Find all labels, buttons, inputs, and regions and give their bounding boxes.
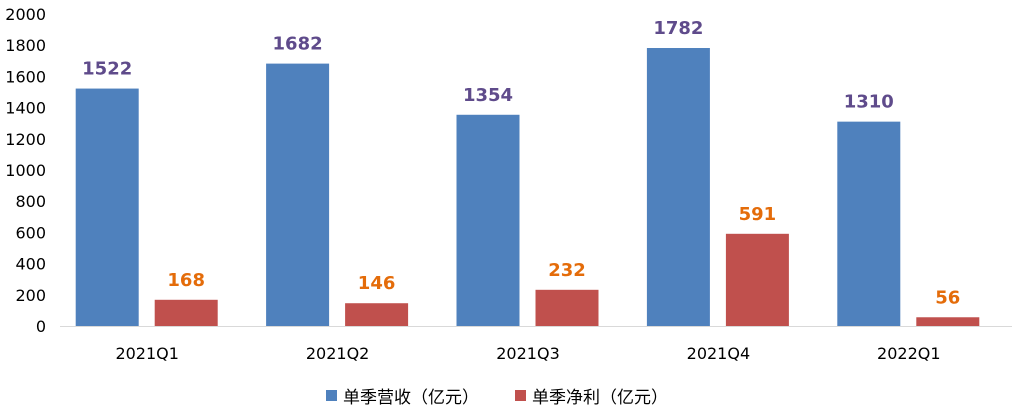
x-tick-label: 2021Q1 bbox=[115, 344, 179, 363]
bar-revenue bbox=[837, 121, 901, 326]
legend-item-revenue: 单季营收（亿元） bbox=[326, 383, 479, 408]
legend-swatch-revenue bbox=[326, 390, 337, 401]
bar-profit bbox=[154, 299, 218, 326]
bar-profit bbox=[725, 233, 789, 326]
y-tick-label: 400 bbox=[15, 255, 46, 274]
y-tick-label: 2000 bbox=[5, 5, 46, 24]
data-label-revenue: 1682 bbox=[273, 34, 323, 55]
data-label-revenue: 1782 bbox=[653, 18, 703, 39]
bar-revenue bbox=[456, 114, 520, 326]
y-tick-label: 600 bbox=[15, 223, 46, 242]
data-label-revenue: 1354 bbox=[463, 85, 513, 106]
legend-swatch-profit bbox=[515, 390, 526, 401]
legend: 单季营收（亿元） 单季净利（亿元） bbox=[326, 383, 704, 408]
bar-profit bbox=[345, 303, 409, 326]
x-tick-label: 2022Q1 bbox=[877, 344, 941, 363]
bar-revenue bbox=[266, 63, 330, 326]
bar-profit bbox=[535, 289, 599, 326]
data-label-profit: 591 bbox=[739, 204, 777, 225]
data-labels: 1522 1682 1354 1782 1310 168 146 232 591 56 bbox=[82, 18, 960, 308]
y-tick-label: 1400 bbox=[5, 99, 46, 118]
data-label-profit: 56 bbox=[935, 287, 960, 308]
x-tick-label: 2021Q4 bbox=[687, 344, 751, 363]
bars bbox=[75, 48, 980, 327]
y-tick-label: 0 bbox=[36, 317, 46, 336]
legend-label-profit: 单季净利（亿元） bbox=[532, 388, 668, 408]
y-tick-label: 200 bbox=[15, 286, 46, 305]
data-label-revenue: 1522 bbox=[82, 59, 132, 80]
data-label-profit: 168 bbox=[167, 270, 205, 291]
y-tick-label: 1600 bbox=[5, 67, 46, 86]
legend-label-revenue: 单季营收（亿元） bbox=[343, 388, 479, 408]
bar-revenue bbox=[646, 48, 710, 327]
data-label-revenue: 1310 bbox=[844, 92, 894, 113]
data-label-profit: 146 bbox=[358, 273, 396, 294]
legend-item-profit: 单季净利（亿元） bbox=[515, 383, 668, 408]
y-tick-label: 1000 bbox=[5, 161, 46, 180]
bar-profit bbox=[916, 317, 980, 326]
x-tick-label: 2021Q2 bbox=[306, 344, 370, 363]
x-axis: 2021Q1 2021Q2 2021Q3 2021Q4 2022Q1 bbox=[115, 344, 940, 363]
y-axis: 0 200 400 600 800 1000 1200 1400 1600 1800 2000 bbox=[5, 5, 46, 336]
y-tick-label: 800 bbox=[15, 192, 46, 211]
data-label-profit: 232 bbox=[548, 260, 586, 281]
y-tick-label: 1800 bbox=[5, 36, 46, 55]
y-tick-label: 1200 bbox=[5, 130, 46, 149]
bar-revenue bbox=[75, 88, 139, 327]
x-tick-label: 2021Q3 bbox=[496, 344, 560, 363]
